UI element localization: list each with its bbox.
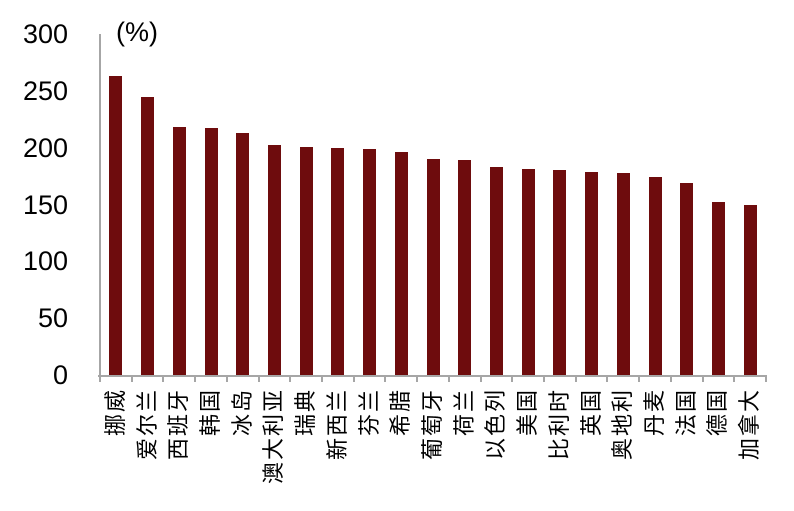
bar [711,202,725,375]
x-axis-category-slot: 美国 [512,388,544,511]
x-axis-category-label: 挪威 [102,388,128,437]
y-axis-tick-label: 300 [22,19,68,49]
x-axis-tick [574,375,577,382]
x-axis-category-slot: 挪威 [100,388,132,511]
x-axis-category-slot: 爱尔兰 [132,388,164,511]
x-axis-category-slot: 奥地利 [607,388,639,511]
x-axis-category-label: 葡萄牙 [420,388,445,461]
x-axis-category-slot: 西班牙 [163,388,195,511]
bar [299,146,313,375]
x-axis-tick [669,375,672,382]
x-axis-tick [384,375,387,382]
x-axis-line [98,375,766,377]
y-axis-line [99,34,101,377]
y-axis-tick-label: 100 [22,246,68,277]
x-axis-tick [543,375,545,382]
x-axis-category-label: 法国 [673,388,699,437]
x-axis-tick [447,375,450,382]
y-axis-tick-label: 50 [37,303,68,334]
bar [616,172,630,375]
bar [648,177,662,375]
x-axis-category-slot: 希腊 [385,388,417,511]
x-axis-category-label: 新西兰 [324,388,350,461]
bar [172,127,186,375]
x-axis-category-slot: 澳大利亚 [259,388,291,511]
x-axis-category-slot: 新西兰 [322,388,354,511]
y-axis-unit-label: (%) [116,17,158,47]
bar [331,147,345,375]
bar [743,204,757,375]
y-axis-tick-label: 250 [22,75,68,106]
x-axis-tick [416,375,419,382]
x-axis-category-label: 希腊 [388,388,414,437]
x-axis-tick [194,375,197,382]
x-axis-category-label: 冰岛 [229,388,255,437]
x-axis-category-slot: 德国 [703,388,735,511]
x-axis-tick [162,375,165,382]
y-axis-tick-label: 150 [22,189,68,220]
x-axis-category-label: 美国 [515,388,541,437]
x-axis-category-slot: 英国 [576,388,608,511]
x-axis-category-slot: 冰岛 [227,388,259,511]
x-axis-category-slot: 芬兰 [354,388,386,511]
x-axis-category-slot: 比利时 [544,388,576,511]
bar [363,148,377,375]
x-axis-category-slot: 韩国 [195,388,227,511]
bar [204,128,218,375]
x-axis-category-slot: 荷兰 [449,388,481,511]
bar [680,182,694,375]
x-axis-category-slot: 加拿大 [734,388,766,511]
bar [394,152,408,375]
x-axis-tick [130,375,133,382]
x-axis-category-label: 西班牙 [166,388,192,461]
x-axis-tick [289,375,292,382]
x-axis-category-label: 以色列 [483,388,509,461]
bar [267,145,281,375]
bar [426,159,440,375]
x-axis-tick [638,375,641,382]
bar [553,170,567,375]
x-axis-category-label: 丹麦 [642,388,667,437]
bar [585,171,599,375]
x-axis-category-slot: 丹麦 [639,388,671,511]
x-axis-category-label: 奥地利 [610,388,636,461]
x-axis-tick [225,375,228,382]
bar [489,166,503,375]
x-axis-category-slot: 以色列 [481,388,513,511]
x-axis-tick [479,375,482,382]
x-axis-category-label: 德国 [705,388,731,437]
bar [109,76,123,375]
bar [521,169,535,375]
x-axis-tick [511,375,514,382]
x-axis-tick [352,375,355,382]
x-axis-category-label: 加拿大 [737,388,763,461]
x-axis-tick [257,375,260,382]
x-axis-category-label: 比利时 [546,388,572,461]
y-axis-tick-label: 0 [52,360,68,390]
x-axis-tick [321,375,323,382]
x-axis-category-label: 韩国 [198,388,223,437]
x-axis-category-slot: 瑞典 [290,388,322,511]
x-axis-category-label: 芬兰 [356,388,382,437]
x-axis-category-label: 爱尔兰 [134,388,160,461]
y-axis-tick-label: 200 [22,132,68,163]
x-axis-tick [99,375,101,382]
bar [458,160,472,375]
bar [236,132,250,375]
x-axis-category-label: 澳大利亚 [261,388,287,485]
x-axis-tick [765,375,767,382]
x-axis-category-slot: 葡萄牙 [417,388,449,511]
x-axis-category-label: 荷兰 [451,388,477,437]
x-axis-category-label: 瑞典 [293,388,319,437]
x-axis-tick [733,375,736,382]
x-axis-tick [606,375,609,382]
x-axis-category-label: 英国 [578,388,604,437]
x-axis-tick [701,375,704,382]
bar [141,96,155,375]
x-axis-category-slot: 法国 [671,388,703,511]
